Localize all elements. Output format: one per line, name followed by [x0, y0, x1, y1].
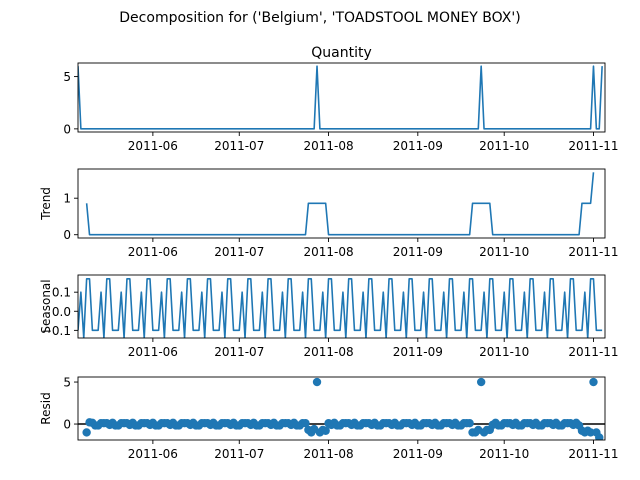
resid-ytick-label: 0	[63, 418, 71, 432]
observed-xtick-label: 2011-09	[393, 139, 443, 153]
trend-ylabel: Trend	[39, 187, 53, 221]
resid-plot-area	[78, 377, 605, 440]
resid-xtick-label: 2011-06	[128, 447, 178, 461]
trend-series-line	[85, 172, 595, 236]
seasonal-xtick-label: 2011-06	[128, 345, 178, 359]
resid-point	[465, 419, 474, 428]
seasonal-xtick-label: 2011-07	[214, 345, 264, 359]
trend-xtick-label: 2011-06	[128, 245, 178, 259]
seasonal-xtick-label: 2011-10	[479, 345, 529, 359]
observed-title: Quantity	[311, 45, 372, 61]
resid-xtick-label: 2011-08	[303, 447, 353, 461]
observed-xtick-label: 2011-08	[303, 139, 353, 153]
seasonal-ytick-label: 0.1	[52, 286, 71, 300]
observed-plot-area	[78, 65, 603, 130]
resid-xtick-label: 2011-07	[214, 447, 264, 461]
resid-xtick-label: 2011-11	[568, 447, 618, 461]
resid-ytick-label: 5	[63, 376, 71, 390]
resid-point	[301, 419, 310, 428]
observed-ytick-label: 5	[63, 70, 71, 84]
trend-xtick-label: 2011-09	[393, 245, 443, 259]
resid-point	[321, 426, 330, 435]
panel-trend: 2011-06 2011-07 2011-08 2011-09 2011-10 2011-…	[39, 168, 619, 259]
observed-ytick-label: 0	[63, 122, 71, 136]
trend-xtick-label: 2011-07	[214, 245, 264, 259]
trend-ytick-label: 1	[63, 192, 71, 206]
figure-suptitle: Decomposition for ('Belgium', 'TOADSTOOL…	[119, 10, 520, 26]
trend-plot-area	[85, 172, 595, 236]
panel-seasonal: 2011-06 2011-07 2011-08 2011-09 2011-10 2011-…	[39, 274, 619, 359]
resid-ylabel: Resid	[39, 392, 53, 424]
trend-xtick-label: 2011-11	[568, 245, 618, 259]
seasonal-ytick-label: −0.1	[42, 324, 71, 338]
observed-xtick-label: 2011-11	[568, 139, 618, 153]
panels: 2011-06 2011-07 2011-08 2011-09 2011-10 2011-…	[39, 45, 619, 461]
seasonal-plot-area	[78, 278, 603, 338]
observed-xtick-label: 2011-06	[128, 139, 178, 153]
seasonal-xtick-label: 2011-08	[303, 345, 353, 359]
seasonal-ytick-label: 0.0	[52, 305, 71, 319]
panel-resid: 2011-06 2011-07 2011-08 2011-09 2011-10 2011-…	[39, 376, 619, 461]
observed-xtick-label: 2011-10	[479, 139, 529, 153]
trend-axes-frame	[77, 168, 606, 239]
resid-point	[312, 377, 322, 387]
seasonal-series-line	[78, 278, 603, 338]
trend-xtick-label: 2011-08	[303, 245, 353, 259]
resid-point	[586, 428, 595, 437]
seasonal-ylabel: Seasonal	[39, 279, 53, 333]
resid-point	[476, 377, 486, 387]
resid-point	[595, 433, 604, 440]
trend-xtick-label: 2011-10	[479, 245, 529, 259]
seasonal-xtick-label: 2011-09	[393, 345, 443, 359]
resid-xtick-label: 2011-09	[393, 447, 443, 461]
observed-series-line	[78, 65, 603, 130]
resid-point	[589, 377, 598, 387]
seasonal-axes-frame	[77, 274, 606, 339]
trend-ytick-label: 0	[63, 228, 71, 242]
observed-axes-frame	[77, 62, 606, 133]
resid-xtick-label: 2011-10	[479, 447, 529, 461]
resid-point	[82, 428, 91, 437]
seasonal-xtick-label: 2011-11	[568, 345, 618, 359]
observed-xtick-label: 2011-07	[214, 139, 264, 153]
panel-observed: 2011-06 2011-07 2011-08 2011-09 2011-10 2011-…	[63, 45, 618, 153]
resid-axes-frame	[77, 376, 606, 441]
